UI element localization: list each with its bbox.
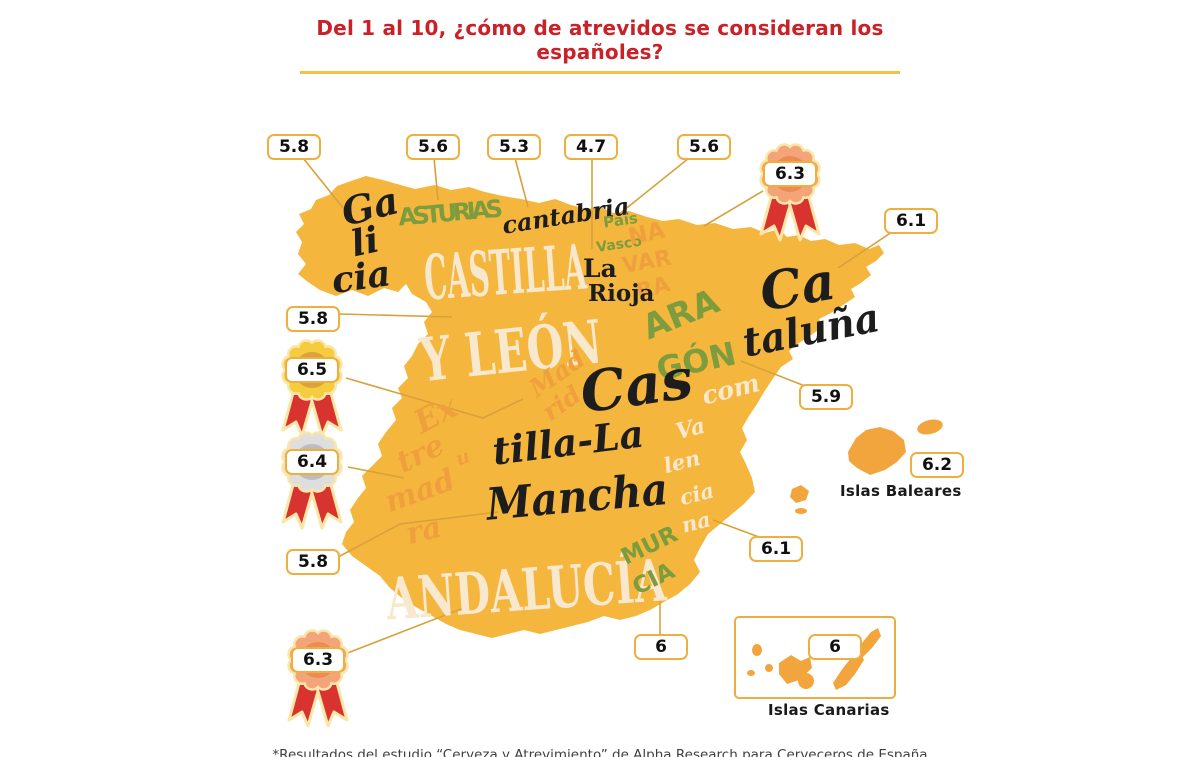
leader-cantabria <box>514 157 529 208</box>
map-word-la-rioja-1: La <box>583 254 617 283</box>
medal-la-rioja-graphic <box>759 143 821 242</box>
leader-madrid <box>345 377 524 419</box>
score-label-andalucia: 6.3 <box>291 647 345 673</box>
score-label-cataluna: 6.1 <box>884 208 938 234</box>
balearic-islands <box>790 419 943 514</box>
score-label-islas-canarias: 6 <box>808 634 862 660</box>
fuerteventura-island <box>833 652 864 690</box>
map-word-cataluna-1: Ca <box>755 251 840 324</box>
score-label-aragon: 5.9 <box>799 384 853 410</box>
la-gomera-island <box>765 664 773 672</box>
header: Del 1 al 10, ¿cómo de atrevidos se consi… <box>300 16 900 74</box>
ibiza-island <box>790 485 809 503</box>
map-word-castilla-y-leon-1: CASTILLA <box>422 230 589 314</box>
la-palma-island <box>752 644 762 656</box>
score-label-cantabria: 5.3 <box>487 134 541 160</box>
score-label-pais-vasco: 4.7 <box>564 134 618 160</box>
leader-valenciana <box>712 519 760 538</box>
score-label-galicia: 5.8 <box>267 134 321 160</box>
medal-madrid: 6.5 <box>262 332 362 467</box>
caption-islas-canarias: Islas Canarias <box>768 701 890 719</box>
menorca-island <box>917 419 943 435</box>
score-label-madrid: 6.5 <box>285 357 339 383</box>
leader-asturias <box>433 157 439 201</box>
leader-lines <box>302 157 893 655</box>
leader-la-rioja <box>703 190 764 227</box>
score-label-castilla-y-leon: 5.8 <box>286 306 340 332</box>
score-label-castilla-la-mancha: 5.8 <box>286 549 340 575</box>
caption-islas-baleares: Islas Baleares <box>840 482 962 500</box>
medal-extremadura: 6.4 <box>262 424 362 559</box>
mallorca-island <box>848 427 906 475</box>
medal-andalucia: 6.3 <box>268 622 368 757</box>
map-word-pais-vasco-2: Vasco <box>595 234 643 256</box>
leader-extremadura <box>347 466 405 479</box>
gran-canaria-island <box>798 673 814 689</box>
score-label-la-rioja: 6.3 <box>763 161 817 187</box>
leader-cataluna <box>837 231 893 269</box>
score-label-murcia: 6 <box>634 634 688 660</box>
page-title: Del 1 al 10, ¿cómo de atrevidos se consi… <box>300 16 900 74</box>
map-word-galicia-3: cia <box>329 252 393 302</box>
leader-andalucia <box>344 606 467 655</box>
source-note: *Resultados del estudio “Cerveza y Atrev… <box>272 747 928 757</box>
medal-la-rioja: 6.3 <box>740 136 840 271</box>
score-label-extremadura: 6.4 <box>285 449 339 475</box>
map-word-pais-vasco-1: País <box>602 209 639 232</box>
map-word-extremadura-5: ra <box>402 510 445 552</box>
map-word-castilla-la-mancha-1: Cas <box>576 346 696 427</box>
medal-andalucia-graphic <box>287 629 349 728</box>
medal-extremadura-graphic <box>281 431 343 530</box>
leader-aragon <box>740 360 806 387</box>
score-label-islas-baleares: 6.2 <box>910 452 964 478</box>
tenerife-island <box>779 655 812 684</box>
leader-galicia <box>302 157 349 215</box>
formentera-island <box>795 508 807 514</box>
map-word-la-rioja-2: Rioja <box>588 280 655 307</box>
score-label-asturias: 5.6 <box>406 134 460 160</box>
leader-castilla-la-mancha <box>339 511 499 557</box>
score-label-comunidad-valenciana: 6.1 <box>749 536 803 562</box>
el-hierro-island <box>747 670 755 676</box>
leader-castilla-y-leon <box>339 313 453 318</box>
score-label-navarra: 5.6 <box>677 134 731 160</box>
leader-navarra <box>617 157 690 216</box>
mainland-shape <box>296 176 884 638</box>
